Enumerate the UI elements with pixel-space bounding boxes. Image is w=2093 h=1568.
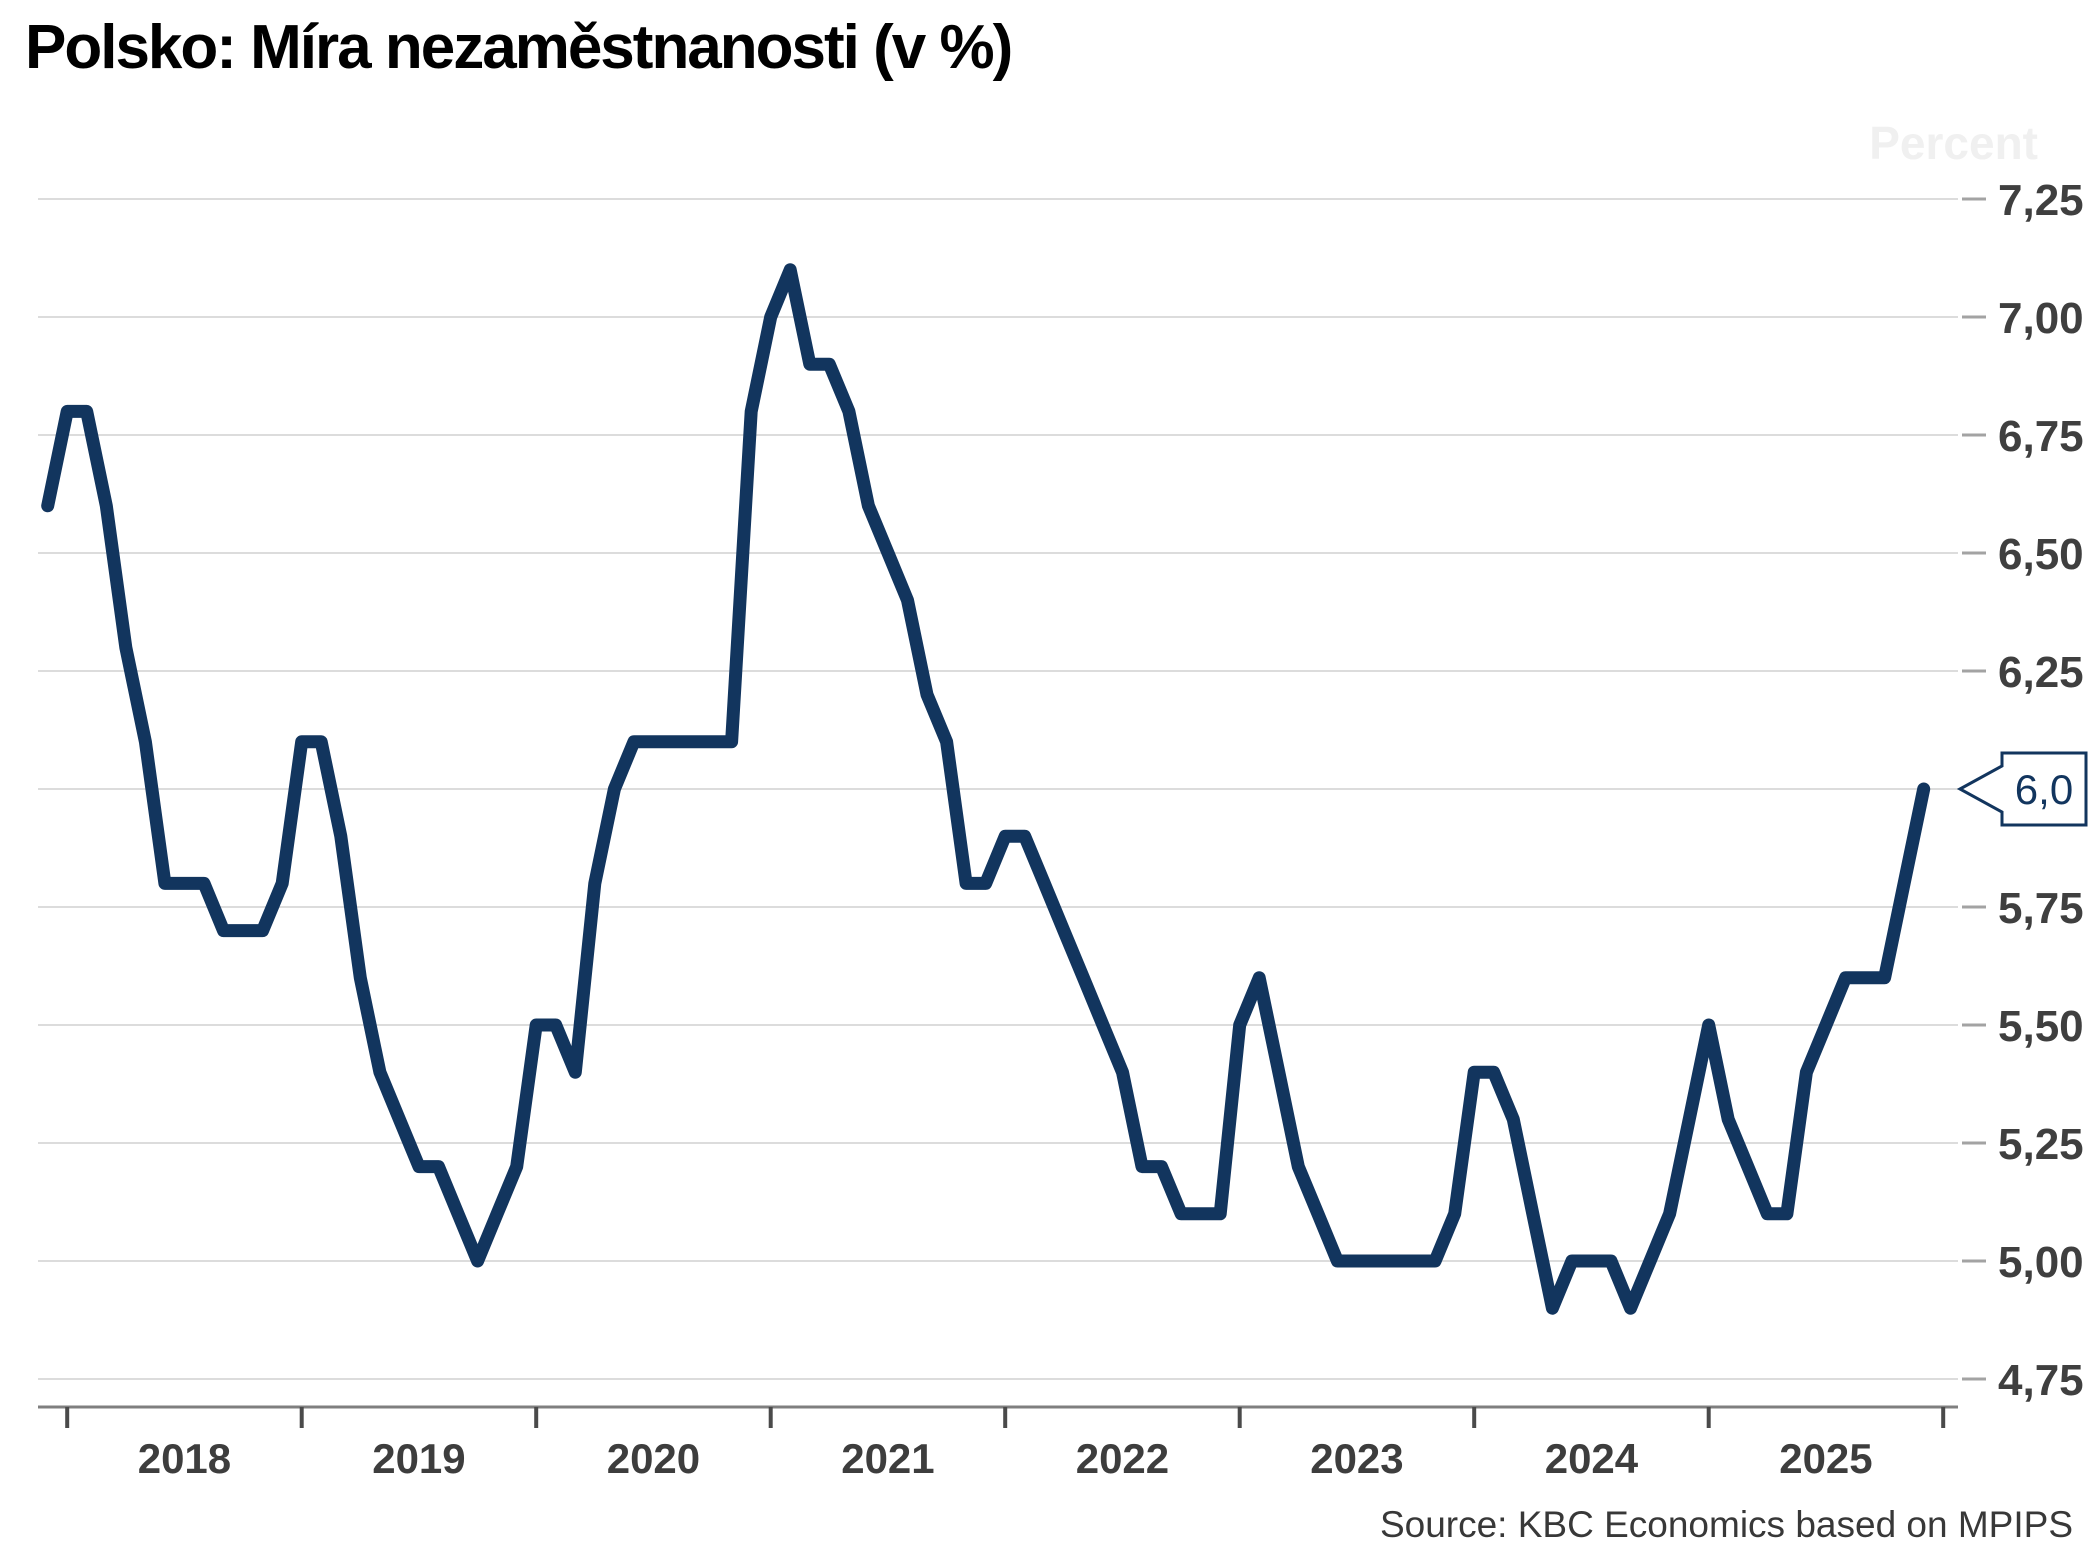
y-axis-label: 5,50 [1998,1002,2084,1051]
data-line [41,263,1931,1315]
y-axis-label: 7,25 [1998,176,2084,225]
y-axis-label: 6,50 [1998,530,2084,579]
y-axis-label: 5,00 [1998,1238,2084,1287]
x-axis-year-label: 2019 [372,1435,465,1482]
y-axis-label: 6,75 [1998,412,2084,461]
y-axis-label: 5,25 [1998,1120,2084,1169]
percent-watermark: Percent [1869,117,2038,169]
callout-value: 6,0 [2015,766,2073,813]
y-axis-label: 5,75 [1998,884,2084,933]
source-note: Source: KBC Economics based on MPIPS [1379,1504,2073,1545]
y-axis-label: 7,00 [1998,294,2084,343]
chart-title: Polsko: Míra nezaměstnanosti (v %) [25,13,1013,82]
x-axis-year-label: 2025 [1779,1435,1872,1482]
x-axis-year-label: 2018 [138,1435,231,1482]
latest-value-callout [1956,751,2088,827]
x-axis-year-label: 2024 [1545,1435,1639,1482]
x-axis-year-label: 2022 [1076,1435,1169,1482]
x-axis-year-label: 2021 [841,1435,934,1482]
x-axis-year-label: 2023 [1310,1435,1403,1482]
x-axis-year-label: 2020 [607,1435,700,1482]
y-axis-label: 6,25 [1998,648,2084,697]
y-axis-label: 4,75 [1998,1356,2084,1405]
